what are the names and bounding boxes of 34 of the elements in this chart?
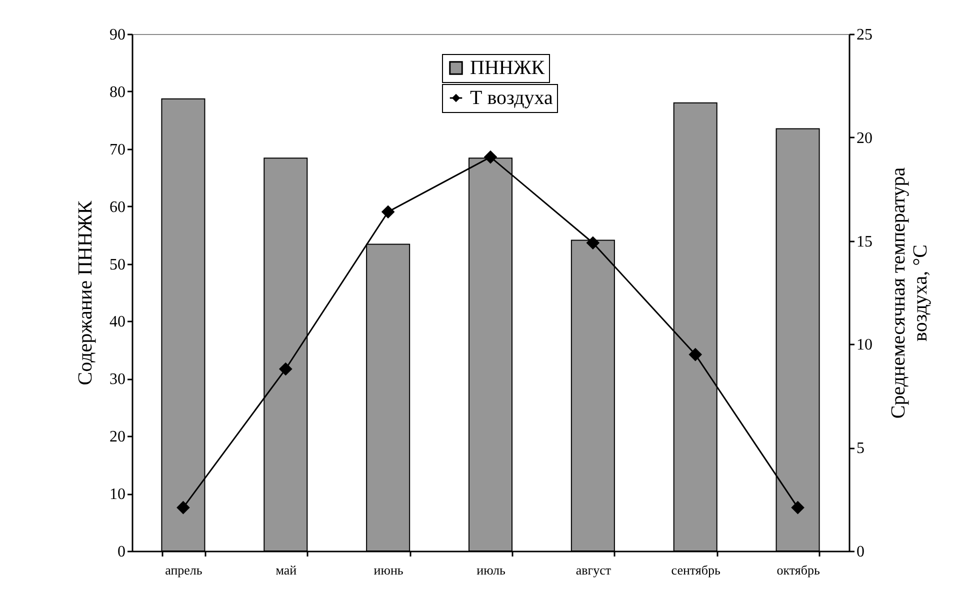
point — [382, 206, 394, 218]
y2-axis-title: Среднемесячная температура воздуха, °C — [888, 167, 932, 419]
y-tick-label: 80 — [110, 84, 126, 101]
y-tick-label: 10 — [110, 486, 126, 504]
y-tick-label: 30 — [110, 371, 126, 388]
y2-tick-label: 5 — [856, 440, 864, 458]
x-tick-label: октябрь — [776, 562, 820, 578]
point — [484, 150, 497, 164]
x-tick-label: сентябрь — [671, 562, 721, 578]
point — [279, 362, 292, 376]
point — [176, 501, 190, 514]
y-tick-label: 20 — [110, 428, 126, 446]
y2-tick-label: 25 — [856, 26, 872, 44]
y2-tick-label: 0 — [856, 544, 864, 560]
legend-label: Т воздуха — [470, 87, 553, 109]
point — [586, 236, 600, 250]
point — [689, 348, 702, 361]
x-tick-label: июль — [476, 562, 506, 578]
x-tick-label: август — [576, 562, 612, 578]
y-axis-title: Содержание ПННЖК — [74, 200, 96, 386]
x-tick-label: май — [276, 562, 297, 578]
y-tick-label: 90 — [110, 26, 126, 44]
y2-tick-label: 20 — [856, 130, 872, 147]
y-tick-label: 70 — [110, 141, 126, 158]
legend-label: ПННЖК — [470, 57, 546, 79]
x-tick-label: апрель — [165, 562, 202, 578]
y2-tick-label: 10 — [856, 336, 872, 354]
x-tick-label: июнь — [374, 562, 404, 578]
y-tick-label: 0 — [118, 544, 126, 560]
point — [792, 501, 804, 514]
y-tick-label: 40 — [110, 314, 126, 331]
y2-tick-label: 15 — [856, 233, 872, 250]
y-tick-label: 50 — [110, 256, 126, 274]
y-tick-label: 60 — [110, 198, 126, 216]
